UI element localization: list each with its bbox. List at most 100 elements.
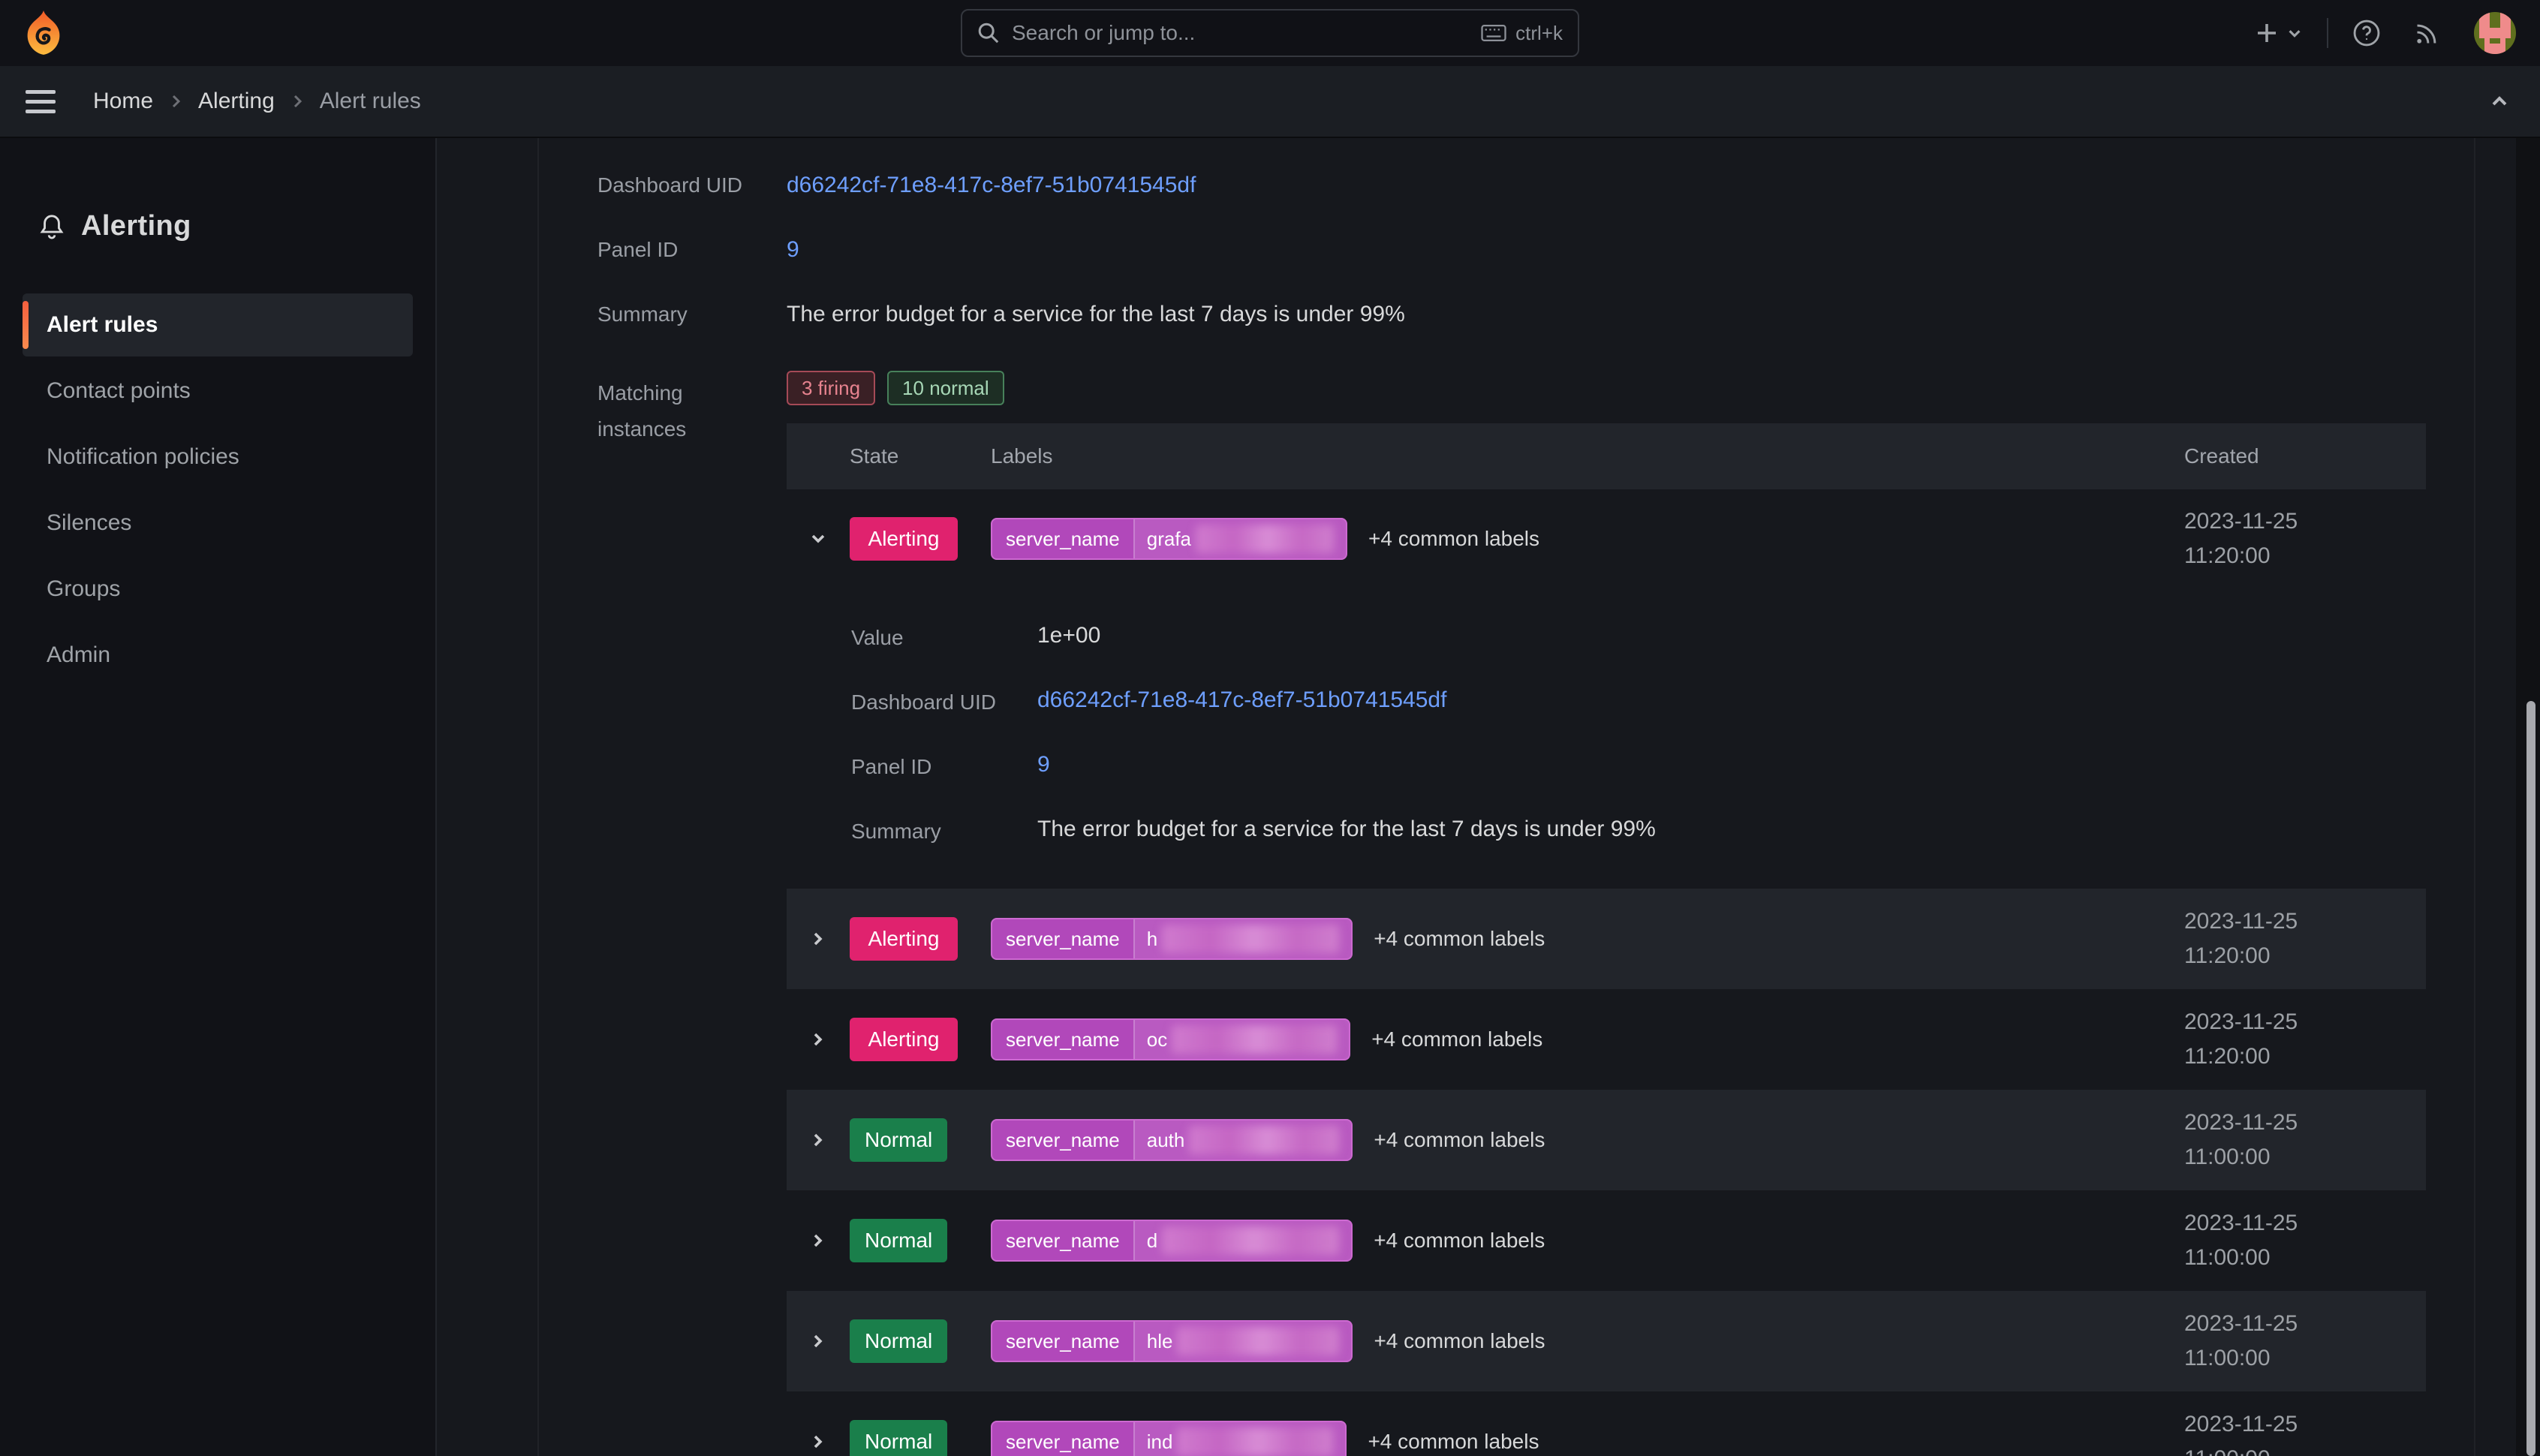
detail-label: Dashboard UID: [851, 690, 996, 714]
grafana-logo[interactable]: [23, 11, 65, 56]
nav-divider: [2327, 18, 2328, 48]
created-timestamp: 2023-11-25 11:20:00: [2184, 509, 2298, 568]
label-value-prefix: hle: [1146, 1329, 1173, 1352]
common-labels-text: +4 common labels: [1374, 1229, 1545, 1252]
field-label: Dashboard UID: [597, 173, 742, 197]
breadcrumb-bar: Home Alerting Alert rules: [0, 66, 2540, 138]
common-labels-text: +4 common labels: [1368, 1430, 1539, 1453]
rss-icon: [2417, 24, 2436, 44]
table-row: Alerting server_name oc +4 common labels…: [787, 989, 2426, 1090]
dashboard-uid-link[interactable]: d66242cf-71e8-417c-8ef7-51b0741545df: [1037, 687, 1447, 712]
label-pill: server_name oc: [991, 1018, 1351, 1060]
expand-row-button[interactable]: [787, 1232, 850, 1250]
chevron-right-icon: [814, 1435, 823, 1448]
menu-toggle-button[interactable]: [26, 89, 56, 113]
breadcrumb-alerting[interactable]: Alerting: [198, 89, 275, 113]
label-key: server_name: [992, 1121, 1135, 1160]
breadcrumb-home[interactable]: Home: [93, 89, 154, 113]
label-value-prefix: auth: [1146, 1128, 1185, 1151]
sidebar-section-alerting[interactable]: Alerting: [0, 210, 435, 242]
chevron-right-icon: [168, 94, 183, 109]
table-row: Normal server_name d +4 common labels 20…: [787, 1190, 2426, 1291]
expand-row-button[interactable]: [787, 1332, 850, 1350]
search-icon: [977, 22, 1000, 44]
keyboard-icon: [1481, 25, 1506, 41]
sidebar-item-silences[interactable]: Silences: [47, 510, 132, 535]
created-timestamp: 2023-11-25 11:20:00: [2184, 909, 2298, 968]
avatar[interactable]: [2474, 12, 2516, 54]
common-labels-text: +4 common labels: [1368, 527, 1540, 550]
expand-row-button[interactable]: [787, 1131, 850, 1149]
common-labels-text: +4 common labels: [1374, 927, 1545, 950]
breadcrumb: Home Alerting Alert rules: [93, 89, 421, 114]
dashboard-uid-link[interactable]: d66242cf-71e8-417c-8ef7-51b0741545df: [787, 173, 1196, 197]
label-pill: server_name d: [991, 1220, 1353, 1262]
page-scrollbar: [2516, 138, 2540, 1456]
add-new-button[interactable]: [2255, 21, 2303, 45]
help-icon: [2353, 20, 2380, 47]
sidebar-title: Alerting: [81, 210, 191, 242]
label-value-prefix: oc: [1146, 1027, 1168, 1051]
matching-instances-label: Matching instances: [597, 381, 687, 441]
common-labels-text: +4 common labels: [1374, 1128, 1545, 1151]
panel-id-link[interactable]: 9: [787, 237, 799, 262]
summary-text: The error budget for a service for the l…: [1037, 817, 1656, 841]
state-badge: Normal: [850, 1420, 948, 1456]
sidebar-item-alert-rules[interactable]: Alert rules: [23, 293, 413, 356]
state-badge: Alerting: [850, 917, 958, 961]
label-value-prefix: h: [1146, 927, 1158, 950]
sidebar-item-admin[interactable]: Admin: [47, 642, 111, 667]
search-input[interactable]: [1012, 21, 1482, 45]
news-button[interactable]: [2414, 20, 2441, 47]
header-created: Created: [2184, 444, 2259, 468]
label-value-prefix: d: [1146, 1229, 1158, 1252]
left-gutter: [437, 138, 539, 1456]
label-pill: server_name h: [991, 918, 1353, 960]
header-labels: Labels: [991, 444, 1053, 468]
sidebar-item-notification-policies[interactable]: Notification policies: [47, 444, 239, 469]
chevron-up-icon: [2492, 96, 2507, 106]
right-gutter: [2474, 138, 2516, 1456]
redacted-label-value: [1196, 525, 1334, 553]
chevron-right-icon: [814, 1334, 823, 1348]
chevron-down-icon: [2289, 30, 2301, 38]
state-summary-chips: 3 firing 10 normal: [787, 371, 2427, 405]
expand-row-button[interactable]: [787, 1030, 850, 1048]
search-shortcut: ctrl+k: [1481, 22, 1563, 45]
chevron-right-icon: [814, 1133, 823, 1147]
help-button[interactable]: [2352, 19, 2381, 47]
value-text: 1e+00: [1037, 623, 1101, 648]
header-state: State: [850, 444, 899, 468]
scrollbar-thumb[interactable]: [2526, 701, 2535, 1456]
expand-row-button[interactable]: [787, 930, 850, 948]
state-badge: Alerting: [850, 1018, 958, 1061]
detail-field-summary: Summary The error budget for a service f…: [597, 282, 2474, 347]
normal-count-chip: 10 normal: [887, 371, 1004, 405]
collapse-bar-button[interactable]: [2489, 91, 2510, 112]
matching-instances-section: Matching instances 3 firing 10 normal St…: [597, 371, 2474, 1456]
collapse-row-button[interactable]: [787, 530, 850, 548]
sidebar: Alerting Alert rules Contact points Noti…: [0, 138, 437, 1456]
firing-count-chip: 3 firing: [787, 371, 876, 405]
sidebar-item-contact-points[interactable]: Contact points: [47, 378, 191, 403]
field-label: Summary: [597, 302, 688, 326]
active-accent-bar: [23, 301, 29, 349]
expand-row-button[interactable]: [787, 1433, 850, 1451]
label-key: server_name: [992, 1020, 1135, 1059]
chevron-right-icon: [290, 94, 305, 109]
search-box[interactable]: ctrl+k: [961, 9, 1579, 57]
top-nav: ctrl+k: [0, 0, 2540, 66]
detail-field-dashboard-uid: Dashboard UID d66242cf-71e8-417c-8ef7-51…: [597, 153, 2474, 218]
rule-details-panel: Dashboard UID d66242cf-71e8-417c-8ef7-51…: [539, 138, 2474, 1456]
chevron-right-icon: [814, 1033, 823, 1046]
label-pill: server_name auth: [991, 1119, 1353, 1161]
redacted-label-value: [1177, 1427, 1334, 1456]
label-key: server_name: [992, 1322, 1135, 1361]
panel-id-link[interactable]: 9: [1037, 752, 1050, 777]
sidebar-item-groups[interactable]: Groups: [47, 576, 121, 601]
label-pill: server_name grafa: [991, 518, 1347, 560]
label-value-prefix: grafa: [1146, 527, 1191, 550]
common-labels-text: +4 common labels: [1371, 1027, 1543, 1051]
